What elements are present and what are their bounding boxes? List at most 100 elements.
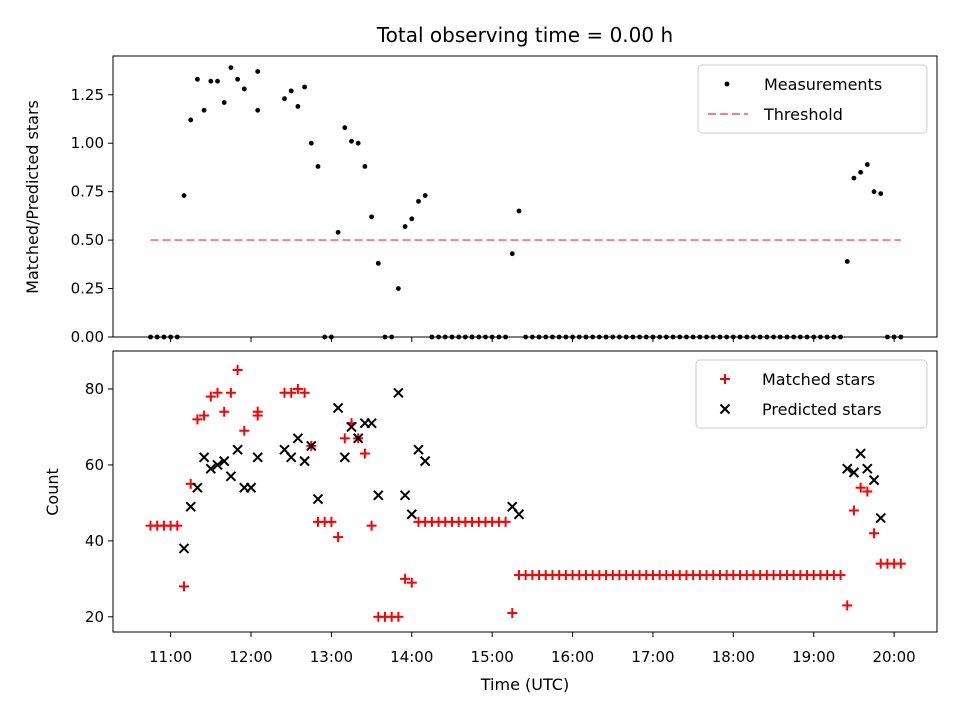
data-point — [295, 103, 301, 109]
x-tick-label: 16:00 — [551, 648, 594, 666]
data-point — [212, 387, 223, 398]
data-point — [375, 260, 381, 266]
data-point — [862, 486, 873, 497]
data-point — [871, 189, 877, 195]
data-point — [192, 482, 203, 493]
data-point — [285, 452, 297, 463]
data-point — [232, 444, 243, 455]
bottom-panel-legend: Matched stars Predicted stars — [695, 359, 928, 429]
data-point — [406, 577, 417, 588]
data-point — [339, 452, 350, 463]
y-tick-label: 1.00 — [71, 134, 104, 152]
data-point — [252, 452, 263, 463]
data-point — [252, 410, 263, 421]
data-point — [858, 169, 864, 175]
data-point — [416, 198, 421, 204]
data-point — [352, 433, 364, 444]
y-tick-label: 40 — [85, 532, 104, 550]
data-point — [179, 581, 190, 592]
data-point — [312, 493, 324, 505]
x-tick-label: 12:00 — [229, 648, 272, 666]
data-point — [172, 520, 183, 531]
data-point — [185, 501, 196, 512]
data-point — [208, 78, 214, 84]
data-point — [373, 490, 384, 501]
data-point — [419, 455, 431, 467]
data-point — [192, 414, 203, 425]
data-point — [308, 140, 314, 146]
top-panel-legend: Measurements Threshold — [697, 64, 928, 134]
x-tick-label: 15:00 — [471, 648, 514, 666]
legend-label: Measurements — [764, 75, 882, 94]
data-point — [864, 162, 870, 167]
data-point — [869, 528, 880, 539]
y-tick-label: 80 — [85, 380, 104, 398]
data-point — [339, 433, 350, 444]
data-point — [413, 444, 424, 455]
data-point — [199, 410, 210, 421]
data-point — [399, 490, 411, 501]
top-panel-frame — [112, 55, 938, 338]
data-point — [195, 76, 200, 82]
legend-x-swatch — [719, 403, 731, 415]
data-point — [228, 65, 234, 71]
data-point — [315, 164, 321, 169]
data-point — [232, 364, 243, 375]
x-tick-label: 11:00 — [149, 648, 192, 666]
data-point — [516, 208, 522, 214]
data-point — [332, 402, 344, 414]
y-tick-label: 0.25 — [71, 280, 104, 298]
data-point — [393, 387, 404, 398]
data-point — [292, 433, 304, 444]
y-tick-label: 20 — [85, 608, 104, 626]
data-point — [844, 259, 850, 264]
data-point — [855, 482, 866, 493]
x-axis-label: Time (UTC) — [480, 675, 569, 694]
data-point — [393, 611, 404, 622]
data-point — [346, 421, 357, 433]
data-point — [895, 558, 906, 569]
data-point — [369, 214, 374, 220]
chart-title: Total observing time = 0.00 h — [376, 23, 673, 47]
data-point — [509, 251, 515, 257]
data-point — [868, 474, 880, 486]
data-point — [875, 512, 886, 524]
data-point — [302, 84, 307, 90]
top-panel-y-axis-label: Matched/Predicted stars — [23, 100, 42, 294]
legend-dot-swatch — [724, 81, 730, 87]
data-point — [299, 387, 310, 398]
data-point — [282, 96, 287, 102]
legend-label: Matched stars — [762, 370, 875, 389]
data-point — [306, 440, 317, 452]
data-point — [400, 573, 411, 584]
data-point — [241, 86, 247, 92]
data-point — [288, 88, 294, 94]
data-point — [835, 570, 846, 581]
legend-plus-swatch — [720, 374, 730, 384]
data-point — [225, 471, 237, 482]
data-point — [198, 452, 210, 463]
legend-box — [697, 64, 928, 134]
x-tick-label: 19:00 — [792, 648, 835, 666]
legend-label: Threshold — [763, 105, 843, 124]
data-point — [292, 383, 303, 394]
data-point — [212, 459, 223, 471]
data-point — [362, 164, 368, 169]
x-tick-label: 14:00 — [390, 648, 433, 666]
data-point — [221, 100, 227, 105]
data-point — [235, 76, 241, 82]
data-point — [878, 191, 884, 196]
legend-label: Predicted stars — [762, 400, 882, 419]
data-point — [406, 509, 417, 520]
data-point — [225, 387, 236, 398]
y-tick-label: 60 — [85, 456, 104, 474]
top-panel: 0.00 0.25 0.50 0.75 1.00 1.25 Matched/Predict… — [23, 55, 938, 346]
data-point — [286, 387, 297, 398]
data-point — [239, 425, 250, 436]
data-point — [366, 520, 377, 531]
legend-box — [695, 359, 928, 429]
x-axis: 11:00 12:00 13:00 14:00 15:00 16:00 17:00 18:00… — [149, 337, 916, 666]
data-point — [349, 138, 354, 144]
data-point — [333, 532, 344, 543]
